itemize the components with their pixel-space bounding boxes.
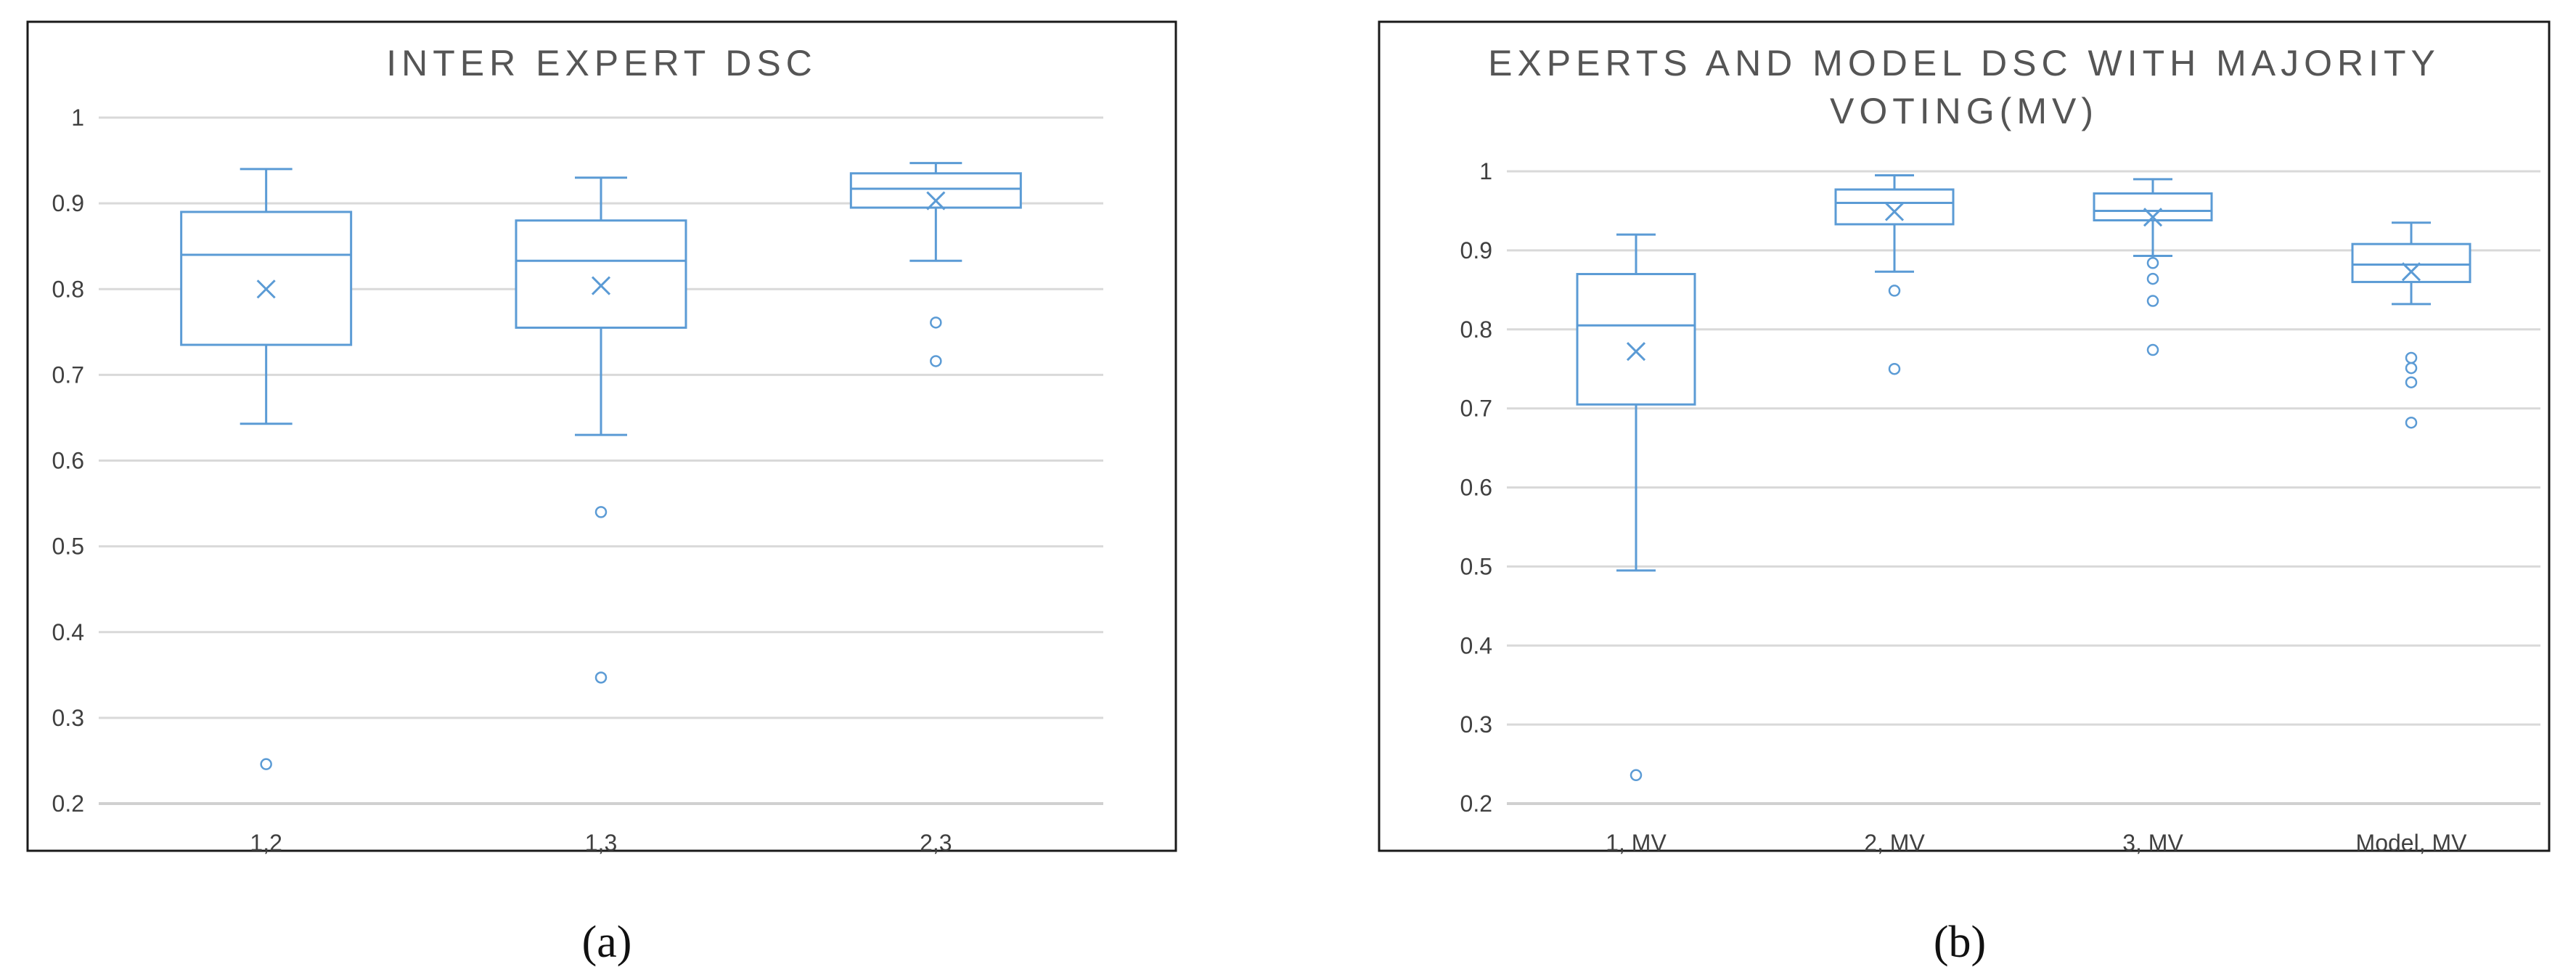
y-tick-label: 0.7 [1460, 396, 1492, 422]
box-2 [1834, 173, 1955, 375]
y-tick-label: 1 [71, 105, 84, 131]
mean-marker [1626, 342, 1646, 362]
y-tick-label: 0.2 [1460, 791, 1492, 817]
box-1 [180, 168, 353, 770]
outlier-point [2405, 362, 2418, 375]
outlier-point [2405, 416, 2418, 429]
outlier-point [2146, 272, 2159, 285]
x-tick-label: 3, MV [2122, 830, 2183, 856]
box-4 [2351, 221, 2471, 429]
chart-title-line: INTER EXPERT DSC [386, 43, 817, 83]
mean-marker-stroke [256, 279, 276, 299]
outlier-point [1888, 362, 1901, 375]
box-1 [1576, 233, 1696, 782]
y-tick-label: 0.2 [52, 791, 84, 817]
y-tick-label: 0.6 [52, 448, 84, 474]
y-tick-label: 0.5 [52, 534, 84, 560]
chart-frame [1378, 20, 2551, 852]
x-tick-label: 1,2 [250, 830, 282, 856]
iqr-box [1576, 273, 1696, 406]
y-tick-label: 0.7 [52, 362, 84, 388]
mean-marker [1884, 202, 1905, 221]
box-2 [515, 176, 687, 684]
mean-marker-stroke [2143, 208, 2163, 227]
mean-marker-stroke [1626, 342, 1646, 362]
y-tick-label: 0.4 [1460, 632, 1492, 658]
mean-marker [2401, 262, 2421, 282]
iqr-box [515, 219, 687, 329]
chart-frame [26, 20, 1177, 852]
outlier-point [2405, 376, 2418, 388]
panel-caption: (b) [1934, 918, 1986, 967]
panel-caption: (a) [582, 918, 632, 967]
box-3 [2093, 178, 2213, 356]
chart-title-line: VOTING(MV) [1830, 91, 2098, 131]
y-tick-label: 0.8 [1460, 317, 1492, 343]
iqr-box [2351, 242, 2471, 283]
mean-marker-stroke [2401, 262, 2421, 282]
y-tick-label: 0.6 [1460, 475, 1492, 501]
outlier-point [930, 355, 942, 367]
box-3 [849, 162, 1022, 367]
x-tick-label: 2, MV [1864, 830, 1925, 856]
y-tick-label: 1 [1479, 158, 1492, 184]
mean-marker [926, 191, 946, 211]
outlier-point [1630, 769, 1643, 782]
mean-marker [591, 276, 611, 295]
outlier-point [2405, 351, 2418, 364]
outlier-point [260, 758, 272, 770]
x-tick-label: Model, MV [2356, 830, 2468, 856]
y-tick-label: 0.3 [1460, 711, 1492, 738]
y-tick-label: 0.5 [1460, 553, 1492, 579]
x-tick-label: 1,3 [585, 830, 617, 856]
outlier-point [594, 671, 608, 684]
y-tick-label: 0.9 [1460, 237, 1492, 264]
outlier-point [2146, 257, 2159, 269]
outlier-point [594, 506, 608, 518]
y-tick-label: 0.8 [52, 276, 84, 302]
iqr-box [180, 211, 353, 346]
outlier-point [2146, 343, 2159, 356]
mean-marker [2143, 208, 2163, 227]
x-tick-label: 1, MV [1606, 830, 1667, 856]
chart-panel-a: INTER EXPERT DSC 0.2 0.3 0.4 0.5 0.6 0.7 0.8 0.9… [26, 20, 1177, 967]
x-tick-label: 2,3 [920, 830, 952, 856]
outlier-point [930, 317, 942, 329]
y-tick-label: 0.9 [52, 190, 84, 216]
outlier-point [1888, 285, 1901, 297]
outlier-point [2146, 295, 2159, 307]
mean-marker-stroke [591, 276, 611, 295]
mean-marker-stroke [926, 191, 946, 211]
iqr-box [1834, 188, 1955, 226]
y-tick-label: 0.3 [52, 705, 84, 731]
iqr-box [849, 172, 1022, 209]
mean-marker [256, 279, 276, 299]
y-tick-label: 0.4 [52, 619, 84, 645]
chart-panel-b: EXPERTS AND MODEL DSC WITH MAJORITY VOTIN… [1378, 20, 2551, 967]
mean-marker-stroke [1884, 202, 1905, 221]
chart-title-line: EXPERTS AND MODEL DSC WITH MAJORITY [1488, 43, 2440, 83]
